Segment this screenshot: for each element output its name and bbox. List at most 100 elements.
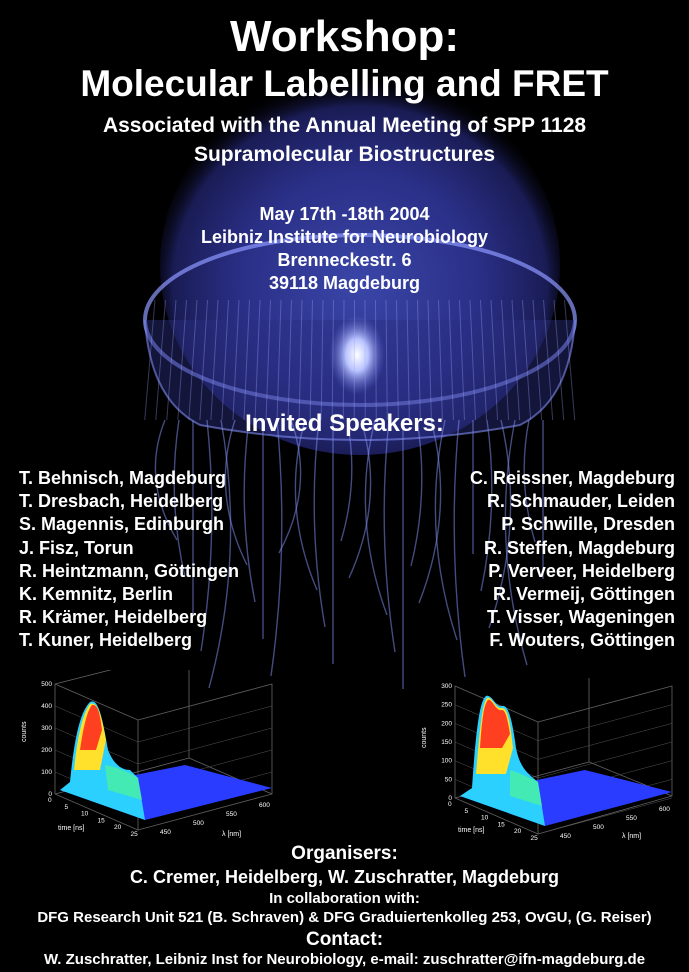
tentacle-line: [173, 419, 186, 578]
tentacle-line: [488, 419, 512, 629]
bell-stripe: [469, 299, 476, 421]
bell-stripe: [320, 299, 324, 421]
lambda-tick-label: 550: [226, 811, 237, 818]
grid-line: [537, 741, 673, 779]
bell-stripe: [553, 299, 565, 421]
tentacle-line: [243, 419, 256, 603]
y-axis-label: λ [nm]: [622, 833, 641, 840]
tentacle-line: [364, 419, 388, 616]
speaker-item: T. Kuner, Heidelberg: [19, 630, 193, 651]
grid-line: [537, 704, 673, 741]
bell-stripe: [459, 299, 465, 421]
tentacle-line: [294, 419, 318, 591]
z-tick-label: 100: [41, 769, 52, 776]
tentacle-line: [348, 419, 372, 579]
lambda-tick-label: 600: [259, 802, 270, 809]
z-tick-label: 50: [445, 776, 453, 783]
speaker-item: T. Dresbach, Heidelberg: [19, 491, 224, 512]
event-city: 39118 Magdeburg: [268, 273, 421, 293]
tentacle-line: [480, 419, 493, 592]
lambda-tick-label: 450: [560, 833, 571, 840]
speaker-item: C. Reissner, Magdeburg: [469, 468, 675, 488]
bell-stripe: [188, 299, 198, 421]
speaker-item: T. Behnisch, Magdeburg: [19, 468, 227, 488]
bell-stripe: [396, 299, 399, 421]
tentacle-line: [410, 419, 423, 567]
lambda-tick-label: 500: [193, 820, 204, 827]
tentacle-line: [383, 419, 396, 653]
grid-line: [54, 683, 139, 721]
z-tick-label: 0: [448, 795, 452, 802]
grid-line: [537, 797, 673, 835]
tentacle-line: [278, 419, 302, 554]
z-tick-label: 400: [41, 703, 52, 710]
fluorescence-surface-plot-left: 500 400 300 200 100 0 0 5 10 15 20 25 450 500 550 600…: [21, 670, 273, 838]
bell-stripe: [501, 299, 510, 421]
bell-stripe: [177, 299, 187, 421]
time-tick-label: 10: [81, 811, 89, 818]
workshop-title: Workshop:: [230, 12, 459, 61]
event-date: May 17th -18th 2004: [259, 204, 430, 224]
grid-line: [137, 705, 273, 743]
speaker-item: F. Wouters, Göttingen: [489, 630, 675, 651]
speaker-item: R. Krämer, Heidelberg: [19, 607, 208, 628]
speakers-left-list: T. Behnisch, Magdeburg T. Dresbach, Heid…: [19, 467, 239, 653]
bell-stripe: [375, 299, 377, 421]
bell-stripe: [166, 299, 177, 421]
y-axis-label: λ [nm]: [222, 831, 241, 838]
grid-line: [54, 793, 139, 831]
invited-speakers-heading: Invited Speakers:: [245, 410, 444, 437]
time-tick-label: 10: [481, 815, 489, 822]
collaboration-heading: In collaboration with:: [269, 890, 420, 907]
z-tick-label: 300: [441, 683, 452, 690]
bell-stripe: [287, 299, 292, 421]
bell-stripe: [522, 299, 532, 421]
z-tick-label: 150: [441, 739, 452, 746]
collaboration-partners: DFG Research Unit 521 (B. Schraven) & DF…: [37, 909, 652, 926]
bell-stripe: [232, 299, 240, 421]
tentacle-line: [434, 419, 458, 641]
speaker-item: R. Heintzmann, Göttingen: [19, 560, 239, 581]
speaker-item: P. Verveer, Heidelberg: [488, 560, 675, 581]
z-axis-label: counts: [21, 721, 28, 742]
grid-line: [537, 723, 673, 760]
z-tick-label: 200: [41, 747, 52, 754]
tentacle-line: [200, 419, 213, 652]
bell-stripe: [532, 299, 543, 421]
bell-stripe: [564, 299, 576, 421]
bell-stripe: [417, 299, 421, 421]
time-tick-label: 20: [514, 828, 522, 835]
bell-stripe: [427, 299, 432, 421]
lambda-tick-label: 600: [659, 806, 670, 813]
bell-stripe: [155, 299, 166, 421]
tentacle-line: [224, 419, 248, 566]
grid-line: [137, 683, 273, 721]
bell-stripe: [543, 299, 554, 421]
tentacle-line: [523, 419, 536, 543]
z-tick-label: 300: [41, 725, 52, 732]
tentacle-line: [418, 419, 442, 604]
bell-stripe: [385, 299, 388, 421]
bell-stripe: [438, 299, 443, 421]
grid-line: [137, 793, 273, 831]
bell-stripe: [480, 299, 488, 421]
time-tick-label: 25: [531, 835, 539, 842]
time-tick-label: 15: [98, 817, 106, 824]
bell-stripe: [511, 299, 521, 421]
time-tick-label: 0: [48, 797, 52, 804]
speaker-item: T. Visser, Wageningen: [486, 607, 675, 628]
speaker-item: P. Schwille, Dresden: [501, 514, 675, 535]
time-tick-label: 5: [465, 808, 469, 815]
surface-peak: [60, 701, 145, 820]
bell-stripe: [490, 299, 499, 421]
time-tick-label: 15: [498, 821, 506, 828]
bell-stripe: [265, 299, 271, 421]
tentacle-line: [504, 419, 528, 666]
z-tick-label: 100: [441, 758, 452, 765]
bell-stripe: [309, 299, 313, 421]
z-tick-label: 250: [441, 702, 452, 709]
bell-stripe: [254, 299, 261, 421]
speaker-item: J. Fisz, Torun: [19, 537, 134, 558]
bell-stripe: [406, 299, 410, 421]
